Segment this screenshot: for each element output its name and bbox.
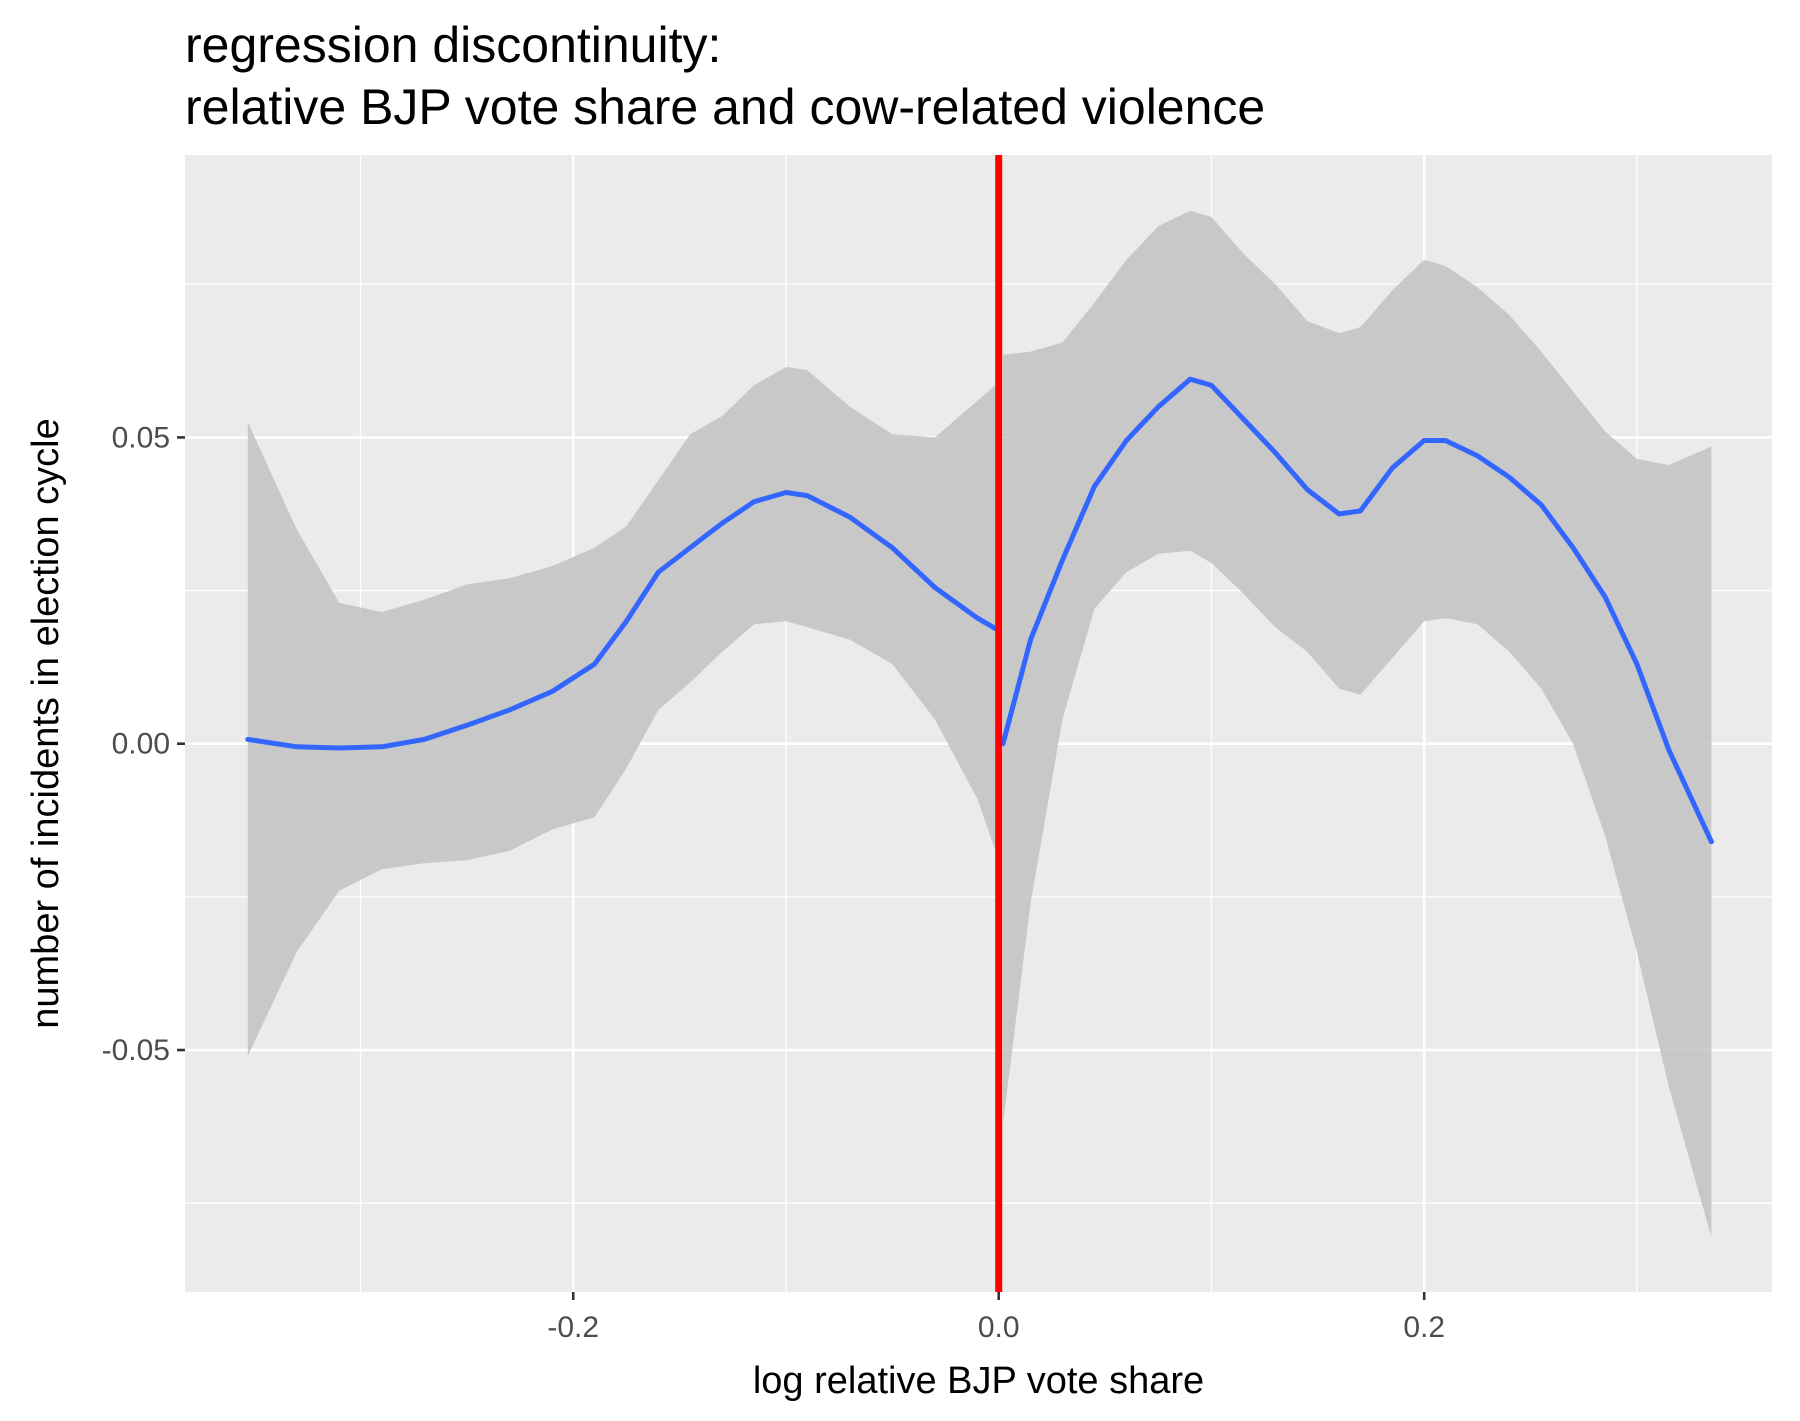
confidence-ribbons bbox=[247, 210, 1712, 1237]
x-axis-title: log relative BJP vote share bbox=[753, 1360, 1204, 1402]
x-tick-label: -0.2 bbox=[547, 1311, 599, 1344]
y-axis-title: number of incidents in election cycle bbox=[25, 418, 67, 1028]
y-tick-label: 0.00 bbox=[112, 728, 170, 761]
ci-ribbon-left bbox=[247, 367, 999, 1057]
y-tick-label: 0.05 bbox=[112, 421, 170, 454]
chart-title-line-2: relative BJP vote share and cow-related … bbox=[185, 79, 1265, 135]
x-tick-label: 0.2 bbox=[1403, 1311, 1445, 1344]
fit-lines bbox=[245, 376, 1714, 845]
fit-line-left bbox=[245, 490, 1002, 751]
fit-line-right bbox=[1000, 376, 1714, 845]
x-tick-label: 0.0 bbox=[978, 1311, 1020, 1344]
x-axis-ticks: -0.2 0.0 0.2 bbox=[547, 1292, 1445, 1344]
chart-title-line-1: regression discontinuity: bbox=[185, 17, 721, 73]
y-axis-ticks: -0.05 0.00 0.05 bbox=[102, 421, 185, 1067]
y-tick-label: -0.05 bbox=[102, 1034, 170, 1067]
ci-ribbon-right bbox=[1003, 210, 1712, 1237]
